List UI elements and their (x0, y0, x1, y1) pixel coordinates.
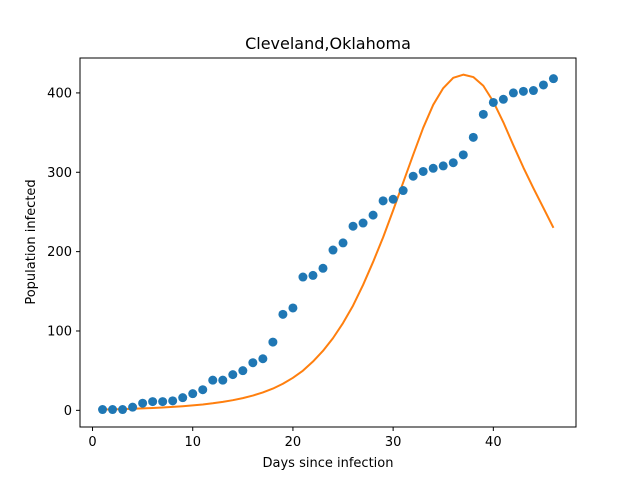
data-point (538, 80, 548, 90)
plot-frame (79, 57, 577, 428)
data-point (518, 86, 528, 96)
data-point (318, 263, 328, 273)
data-point (338, 238, 348, 248)
data-point (248, 358, 258, 368)
data-point (98, 405, 108, 415)
data-point (508, 88, 518, 98)
data-point (348, 221, 358, 231)
data-point (428, 163, 438, 173)
x-tick-label: 30 (385, 435, 402, 450)
data-point (478, 109, 488, 119)
x-tick-label: 10 (184, 435, 201, 450)
data-point (488, 97, 498, 107)
model-curve-line (102, 73, 555, 411)
x-tick-label: 0 (88, 435, 96, 450)
data-point (288, 303, 298, 313)
y-axis-ticks: 0 100 200 300 400 (47, 86, 80, 419)
x-axis-ticks: 0 10 20 30 40 (88, 427, 502, 450)
data-point (238, 366, 248, 376)
data-point (268, 337, 278, 347)
data-point (458, 150, 468, 160)
data-point (498, 94, 508, 104)
data-point (468, 132, 478, 142)
data-point (378, 196, 388, 206)
data-point (418, 166, 428, 176)
y-tick-label: 300 (47, 166, 72, 181)
data-point (258, 354, 268, 364)
data-point (158, 397, 168, 407)
y-tick-label: 100 (47, 324, 72, 339)
data-point (118, 405, 128, 415)
data-point (448, 158, 458, 168)
data-point (198, 385, 208, 395)
data-point (548, 74, 558, 84)
data-point (368, 210, 378, 220)
data-point (138, 398, 148, 408)
data-point (308, 270, 318, 280)
data-point (328, 245, 338, 255)
y-tick-label: 200 (47, 245, 72, 260)
series-layer (98, 73, 558, 415)
chart-title: Cleveland,Oklahoma (245, 34, 411, 53)
x-tick-label: 40 (485, 435, 502, 450)
y-axis-label: Population infected (24, 179, 39, 304)
data-point (228, 370, 238, 380)
data-point (438, 161, 448, 171)
data-point (278, 309, 288, 319)
data-point (398, 186, 408, 196)
x-tick-label: 20 (285, 435, 302, 450)
y-tick-label: 0 (64, 404, 72, 419)
data-point (178, 393, 188, 403)
x-axis-label: Days since infection (263, 456, 394, 471)
y-tick-label: 400 (47, 86, 72, 101)
data-point (298, 272, 308, 282)
data-point (148, 397, 158, 407)
data-point (528, 86, 538, 96)
data-point (128, 402, 138, 412)
data-point (358, 218, 368, 228)
data-point (388, 194, 398, 204)
data-point (408, 171, 418, 181)
data-point (108, 405, 118, 415)
data-point (188, 389, 198, 399)
data-point (168, 396, 178, 406)
data-point (218, 375, 228, 385)
data-point (208, 375, 218, 385)
